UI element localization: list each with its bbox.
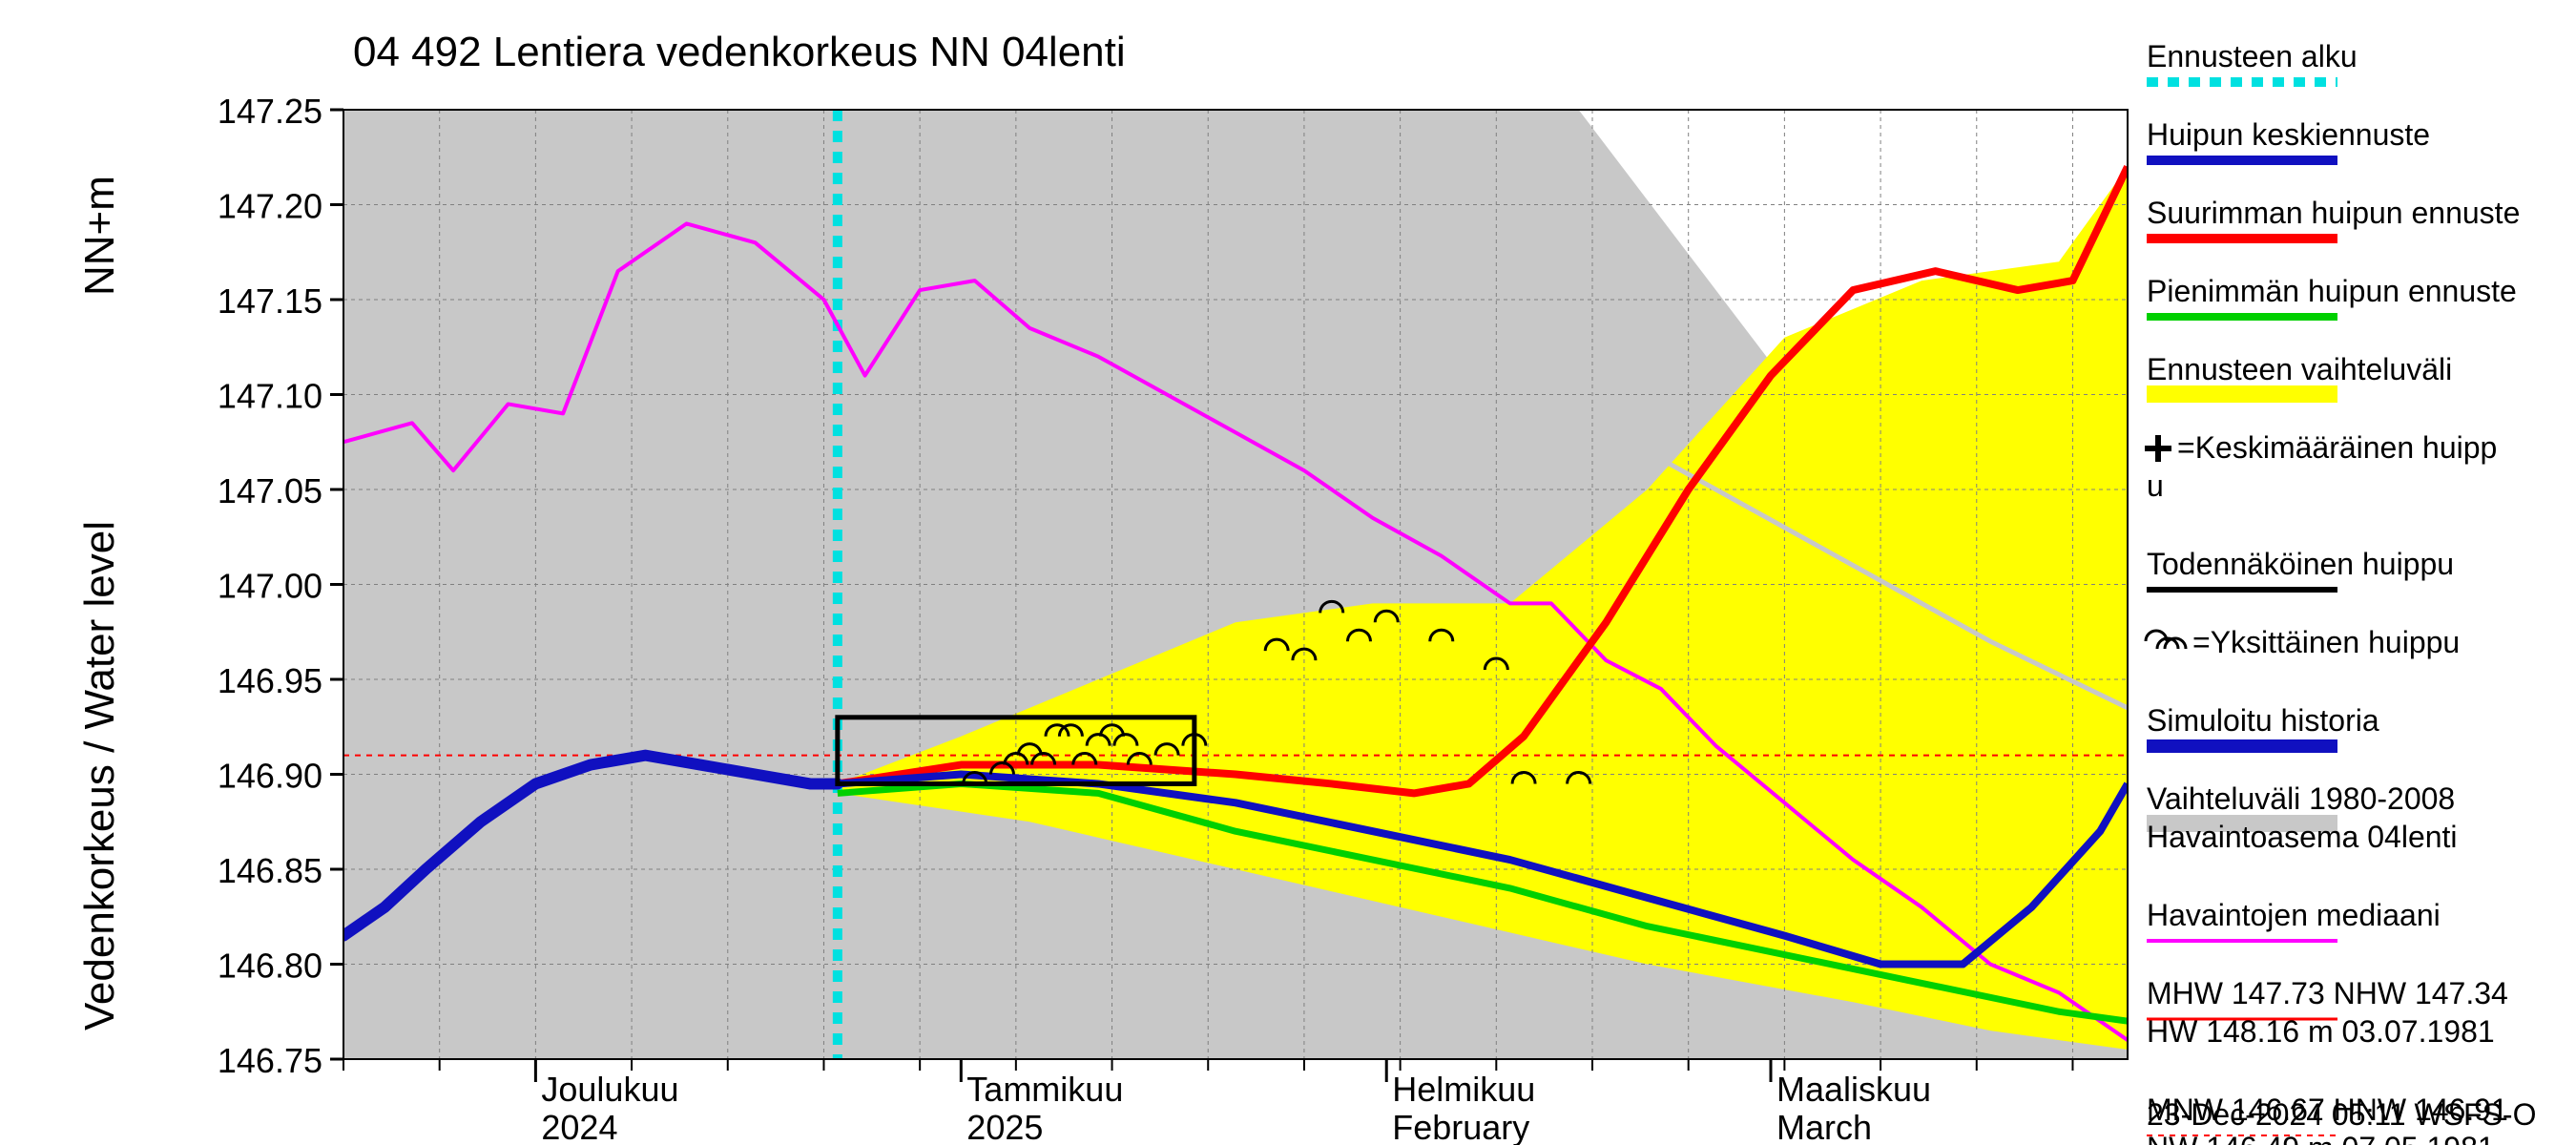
svg-text:146.80: 146.80 — [218, 947, 322, 986]
svg-text:Pienimmän huipun ennuste: Pienimmän huipun ennuste — [2147, 274, 2517, 308]
svg-text:Havaintoasema 04lenti: Havaintoasema 04lenti — [2147, 820, 2458, 854]
svg-text:MHW 147.73 NHW 147.34: MHW 147.73 NHW 147.34 — [2147, 976, 2508, 1010]
svg-text:February: February — [1392, 1108, 1529, 1145]
svg-text:MNW 146.67 HNW 146.91: MNW 146.67 HNW 146.91 — [2147, 1093, 2508, 1127]
svg-text:Todennäköinen huippu: Todennäköinen huippu — [2147, 547, 2454, 581]
svg-text:u: u — [2147, 468, 2164, 503]
svg-text:Ennusteen vaihteluväli: Ennusteen vaihteluväli — [2147, 352, 2452, 386]
svg-text:Havaintojen mediaani: Havaintojen mediaani — [2147, 898, 2441, 932]
svg-text:147.10: 147.10 — [218, 377, 322, 416]
svg-text:NW 146.49 m 07.05.1981: NW 146.49 m 07.05.1981 — [2147, 1131, 2495, 1145]
svg-text:Simuloitu historia: Simuloitu historia — [2147, 703, 2379, 738]
svg-text:147.05: 147.05 — [218, 471, 322, 510]
svg-text:146.95: 146.95 — [218, 661, 322, 700]
svg-text:Huipun keskiennuste: Huipun keskiennuste — [2147, 117, 2430, 152]
svg-text:147.15: 147.15 — [218, 281, 322, 321]
svg-text:147.20: 147.20 — [218, 187, 322, 226]
svg-text:147.00: 147.00 — [218, 567, 322, 606]
svg-text:2025: 2025 — [966, 1108, 1043, 1145]
svg-text:Ennusteen alku: Ennusteen alku — [2147, 39, 2358, 73]
svg-text:Joulukuu: Joulukuu — [541, 1070, 678, 1109]
svg-text:146.90: 146.90 — [218, 757, 322, 796]
svg-text:146.85: 146.85 — [218, 851, 322, 890]
svg-text:146.75: 146.75 — [218, 1041, 322, 1080]
svg-text:March: March — [1776, 1108, 1872, 1145]
svg-text:Vaihteluväli 1980-2008: Vaihteluväli 1980-2008 — [2147, 781, 2455, 816]
svg-text:HW 148.16 m 03.07.1981: HW 148.16 m 03.07.1981 — [2147, 1014, 2495, 1049]
svg-text:147.25: 147.25 — [218, 92, 322, 131]
svg-text:=Keskimääräinen huipp: =Keskimääräinen huipp — [2177, 430, 2497, 465]
svg-text:Helmikuu: Helmikuu — [1392, 1070, 1535, 1109]
svg-text:=Yksittäinen huippu: =Yksittäinen huippu — [2192, 625, 2460, 659]
svg-text:Tammikuu: Tammikuu — [966, 1070, 1123, 1109]
svg-text:2024: 2024 — [541, 1108, 617, 1145]
chart-svg: 147.25 147.20 147.15 147.10 147.05 147.00 146.… — [0, 0, 2576, 1145]
svg-text:Suurimman huipun ennuste: Suurimman huipun ennuste — [2147, 196, 2520, 230]
svg-text:Maaliskuu: Maaliskuu — [1776, 1070, 1931, 1109]
